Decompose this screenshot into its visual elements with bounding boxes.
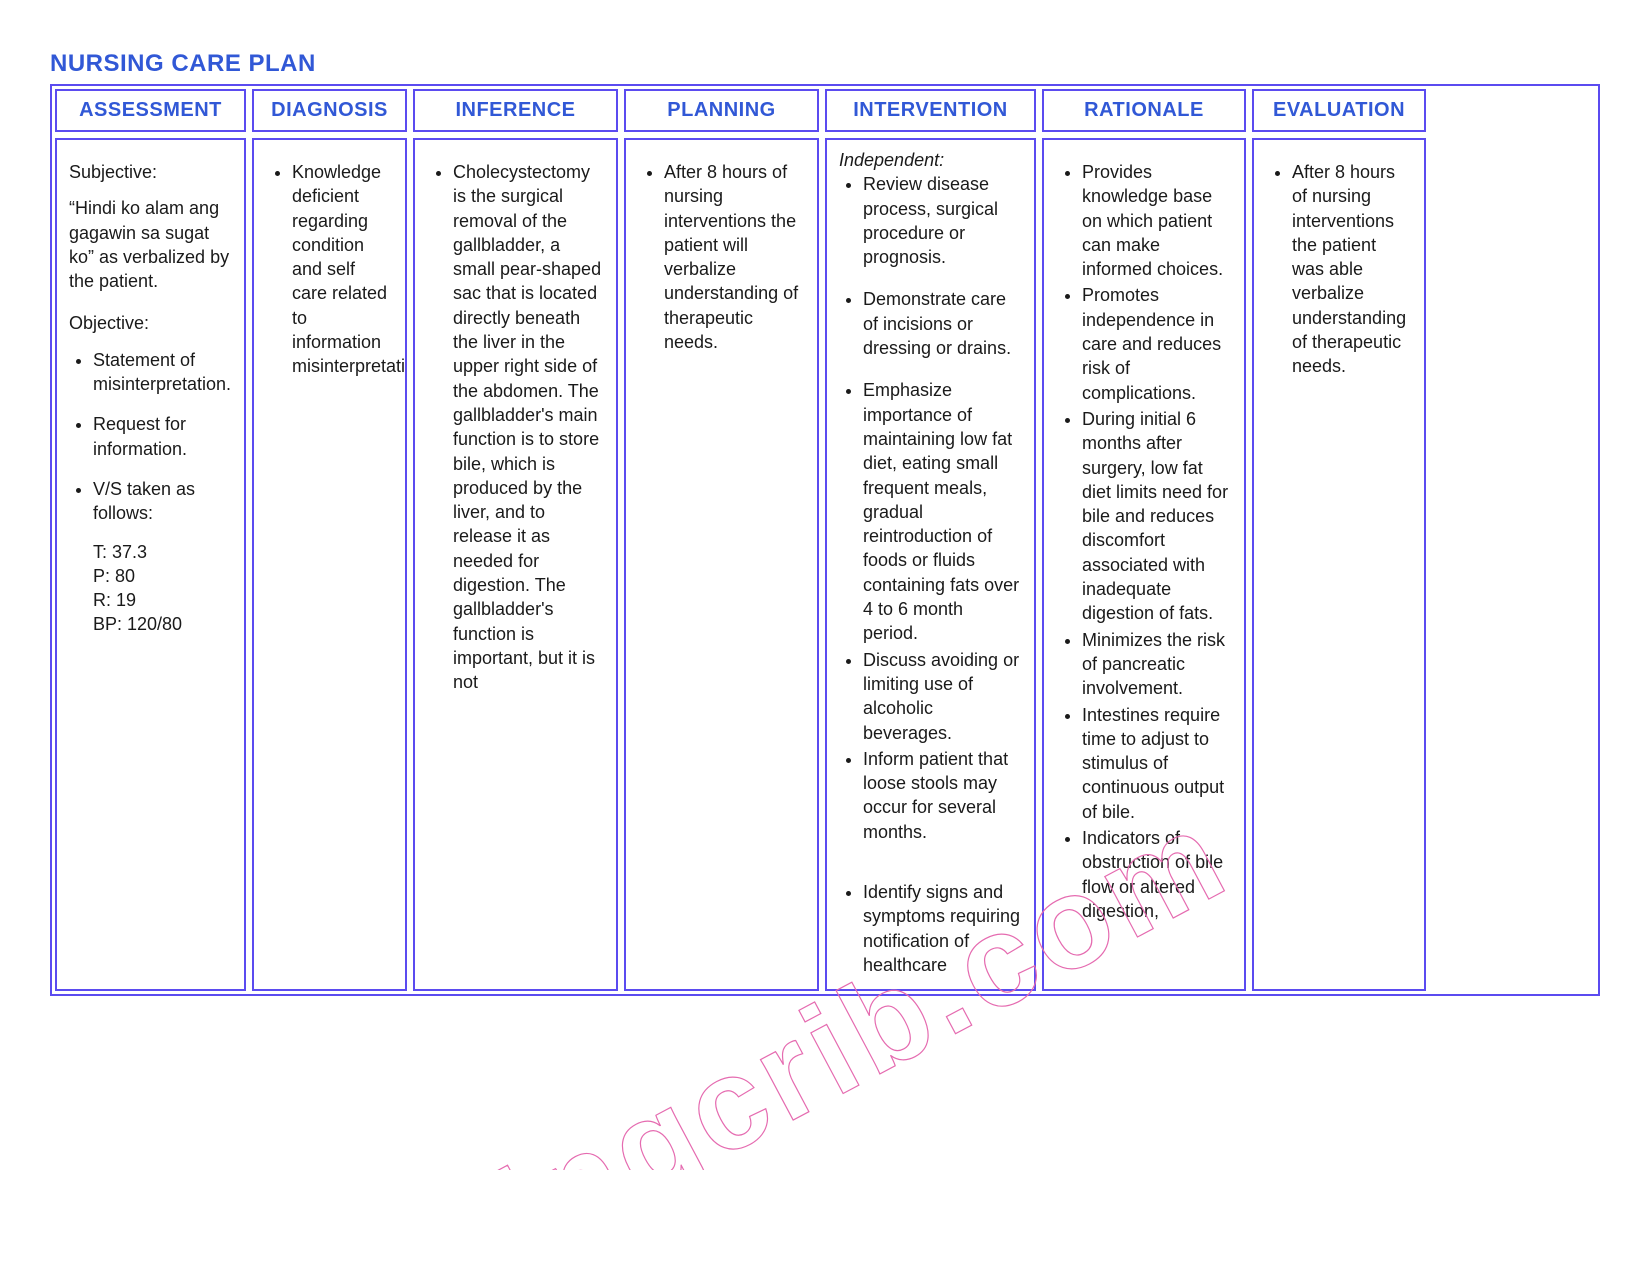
- header-planning: PLANNING: [624, 89, 819, 132]
- objective-label: Objective:: [69, 311, 232, 335]
- diagnosis-item: Knowledge deficient regarding condition …: [292, 160, 393, 379]
- planning-item: After 8 hours of nursing interventions t…: [664, 160, 805, 354]
- table-body-row: Subjective: “Hindi ko alam ang gagawin s…: [52, 135, 1598, 994]
- objective-item: Statement of misinterpretation.: [93, 348, 232, 397]
- cell-rationale: Provides knowledge base on which patient…: [1042, 138, 1246, 991]
- cell-inference: Cholecystectomy is the surgical removal …: [413, 138, 618, 991]
- header-intervention: INTERVENTION: [825, 89, 1036, 132]
- intervention-list: Review disease process, surgical procedu…: [839, 172, 1022, 977]
- intervention-item: Review disease process, surgical procedu…: [863, 172, 1022, 269]
- intervention-item: Inform patient that loose stools may occ…: [863, 747, 1022, 844]
- cell-evaluation: After 8 hours of nursing interventions t…: [1252, 138, 1426, 991]
- header-assessment: ASSESSMENT: [55, 89, 246, 132]
- independent-label: Independent:: [839, 148, 1022, 172]
- header-diagnosis: DIAGNOSIS: [252, 89, 407, 132]
- vital-p: P: 80: [93, 564, 232, 588]
- intervention-item: Demonstrate care of incisions or dressin…: [863, 287, 1022, 360]
- intervention-item: Discuss avoiding or limiting use of alco…: [863, 648, 1022, 745]
- vital-r: R: 19: [93, 588, 232, 612]
- intervention-item: Emphasize importance of maintaining low …: [863, 378, 1022, 645]
- care-plan-table: ASSESSMENT DIAGNOSIS INFERENCE PLANNING …: [50, 84, 1600, 996]
- cell-intervention: Independent: Review disease process, sur…: [825, 138, 1036, 991]
- subjective-label: Subjective:: [69, 160, 232, 184]
- header-inference: INFERENCE: [413, 89, 618, 132]
- rationale-item: Provides knowledge base on which patient…: [1082, 160, 1232, 281]
- cell-diagnosis: Knowledge deficient regarding condition …: [252, 138, 407, 991]
- inference-item: Cholecystectomy is the surgical removal …: [453, 160, 604, 695]
- vital-bp: BP: 120/80: [93, 612, 232, 636]
- table-header-row: ASSESSMENT DIAGNOSIS INFERENCE PLANNING …: [52, 86, 1598, 135]
- subjective-text: “Hindi ko alam ang gagawin sa sugat ko” …: [69, 196, 232, 293]
- rationale-item: Minimizes the risk of pancreatic involve…: [1082, 628, 1232, 701]
- objective-list: Statement of misinterpretation. Request …: [69, 348, 232, 526]
- evaluation-item: After 8 hours of nursing interventions t…: [1292, 160, 1412, 379]
- objective-item: V/S taken as follows:: [93, 477, 232, 526]
- rationale-item: Indicators of obstruction of bile flow o…: [1082, 826, 1232, 923]
- rationale-item: Intestines require time to adjust to sti…: [1082, 703, 1232, 824]
- vital-t: T: 37.3: [93, 540, 232, 564]
- header-evaluation: EVALUATION: [1252, 89, 1426, 132]
- rationale-item: Promotes independence in care and reduce…: [1082, 283, 1232, 404]
- cell-assessment: Subjective: “Hindi ko alam ang gagawin s…: [55, 138, 246, 991]
- vitals-block: T: 37.3 P: 80 R: 19 BP: 120/80: [69, 540, 232, 637]
- page-title: NURSING CARE PLAN: [50, 50, 1600, 78]
- intervention-item: Identify signs and symptoms requiring no…: [863, 880, 1022, 977]
- objective-item: Request for information.: [93, 412, 232, 461]
- header-rationale: RATIONALE: [1042, 89, 1246, 132]
- cell-planning: After 8 hours of nursing interventions t…: [624, 138, 819, 991]
- rationale-item: During initial 6 months after surgery, l…: [1082, 407, 1232, 626]
